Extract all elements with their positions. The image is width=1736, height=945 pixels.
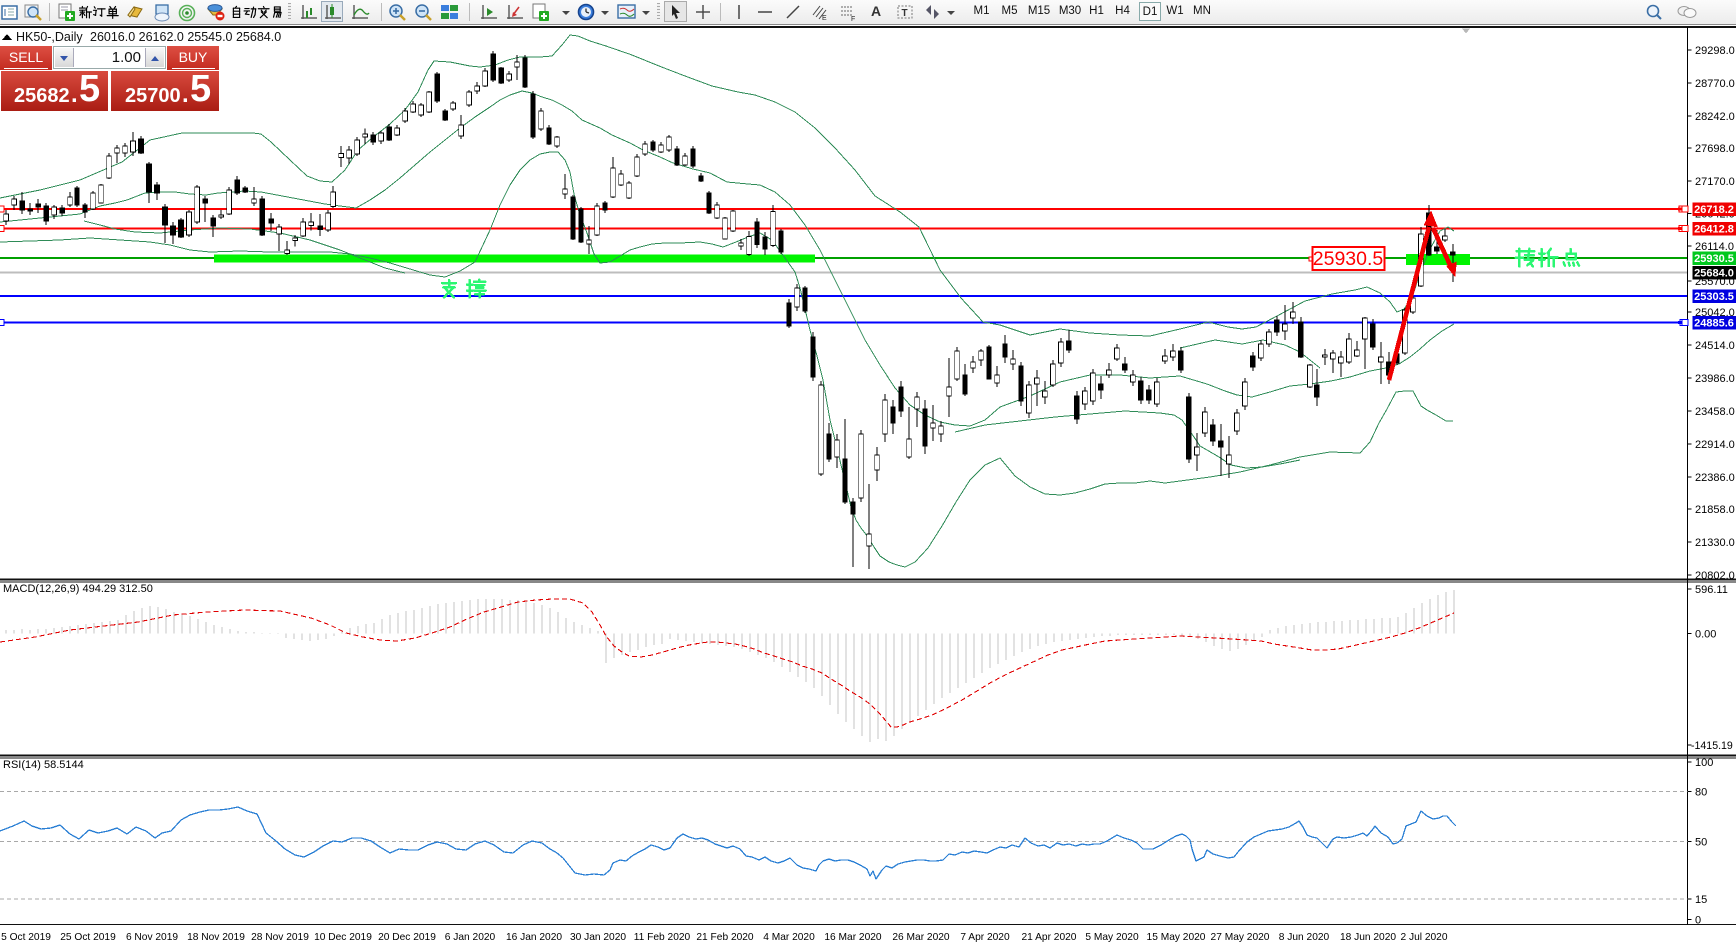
svg-text:21 Apr 2020: 21 Apr 2020 [1022,932,1077,943]
svg-text:2 Jul 2020: 2 Jul 2020 [1400,932,1447,943]
svg-text:15 May 2020: 15 May 2020 [1147,932,1206,943]
svg-text:8 Jun 2020: 8 Jun 2020 [1279,932,1330,943]
svg-text:28242.0: 28242.0 [1695,111,1735,123]
svg-text:25930.5: 25930.5 [1694,253,1734,265]
svg-text:22386.0: 22386.0 [1695,472,1735,484]
svg-text:24885.6: 24885.6 [1694,318,1734,330]
svg-text:23986.0: 23986.0 [1695,373,1735,385]
svg-text:25303.5: 25303.5 [1694,291,1734,303]
svg-text:-1415.19: -1415.19 [1691,740,1733,752]
svg-text:26412.8: 26412.8 [1694,224,1734,236]
svg-text:HK50-,Daily: HK50-,Daily [16,30,83,44]
svg-text:5 May 2020: 5 May 2020 [1085,932,1139,943]
svg-text:5 Oct 2019: 5 Oct 2019 [1,932,51,943]
svg-text:21858.0: 21858.0 [1695,504,1735,516]
svg-text:20 Dec 2019: 20 Dec 2019 [378,932,436,943]
svg-text:22914.0: 22914.0 [1695,439,1735,451]
svg-text:6 Nov 2019: 6 Nov 2019 [126,932,178,943]
svg-text:25 Oct 2019: 25 Oct 2019 [60,932,116,943]
svg-text:26718.2: 26718.2 [1694,204,1734,216]
svg-text:18 Nov 2019: 18 Nov 2019 [187,932,245,943]
svg-text:0.00: 0.00 [1695,629,1716,641]
svg-text:MACD(12,26,9) 494.29 312.50: MACD(12,26,9) 494.29 312.50 [3,583,153,595]
svg-text:26 Mar 2020: 26 Mar 2020 [892,932,950,943]
svg-text:18 Jun 2020: 18 Jun 2020 [1340,932,1396,943]
svg-text:27698.0: 27698.0 [1695,143,1735,155]
svg-text:24514.0: 24514.0 [1695,340,1735,352]
svg-text:F: F [851,16,855,23]
svg-text:10 Dec 2019: 10 Dec 2019 [314,932,372,943]
svg-text:4 Mar 2020: 4 Mar 2020 [763,932,815,943]
svg-text:16 Mar 2020: 16 Mar 2020 [824,932,882,943]
svg-text:100: 100 [1695,757,1713,769]
svg-text:596.11: 596.11 [1695,584,1728,596]
svg-text:RSI(14) 58.5144: RSI(14) 58.5144 [3,759,84,771]
svg-text:E: E [822,15,827,22]
svg-text:26114.0: 26114.0 [1695,241,1734,253]
svg-text:23458.0: 23458.0 [1695,406,1735,418]
svg-text:25930.5: 25930.5 [1313,248,1384,270]
svg-text:29298.0: 29298.0 [1695,45,1735,57]
svg-text:7 Apr 2020: 7 Apr 2020 [960,932,1010,943]
svg-text:80: 80 [1695,787,1707,799]
svg-text:30 Jan 2020: 30 Jan 2020 [570,932,626,943]
svg-text:6 Jan 2020: 6 Jan 2020 [445,932,496,943]
svg-text:27170.0: 27170.0 [1695,176,1735,188]
svg-text:16 Jan 2020: 16 Jan 2020 [506,932,562,943]
svg-text:21330.0: 21330.0 [1695,537,1735,549]
svg-text:0: 0 [1695,915,1701,927]
svg-text:25684.0: 25684.0 [1694,268,1734,280]
svg-text:21 Feb 2020: 21 Feb 2020 [696,932,754,943]
svg-text:11 Feb 2020: 11 Feb 2020 [634,932,691,943]
svg-text:50: 50 [1695,837,1707,849]
svg-text:15: 15 [1695,894,1707,906]
svg-text:28 Nov 2019: 28 Nov 2019 [251,932,309,943]
svg-text:20802.0: 20802.0 [1695,570,1735,582]
svg-text:26016.0 26162.0 25545.0 25684.: 26016.0 26162.0 25545.0 25684.0 [90,30,281,44]
svg-text:27 May 2020: 27 May 2020 [1211,932,1270,943]
svg-text:28770.0: 28770.0 [1695,78,1735,90]
svg-text:T: T [902,8,908,19]
